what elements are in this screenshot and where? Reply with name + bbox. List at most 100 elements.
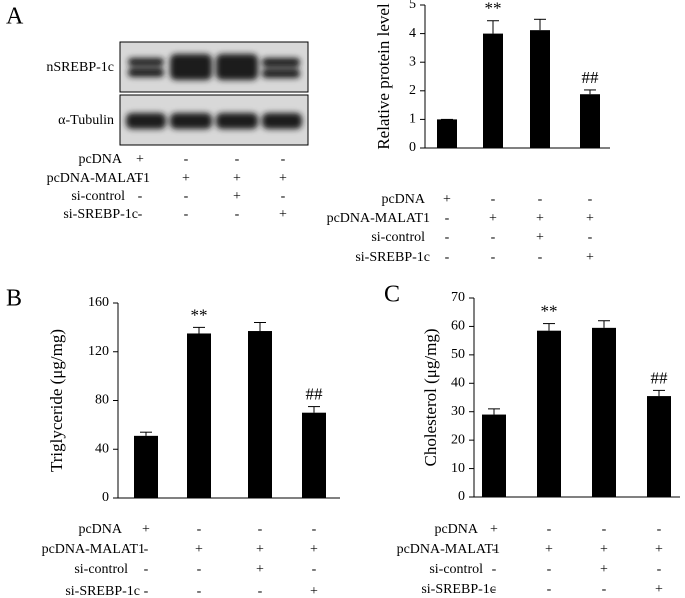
condition-sign: + (536, 230, 544, 245)
bands (128, 54, 300, 80)
condition-sign: - (184, 189, 189, 204)
condition-sign: - (492, 582, 497, 597)
y-axis-label: Cholesterol (μg/mg) (421, 328, 440, 466)
condition-sign: - (258, 584, 263, 598)
condition-sign: - (657, 522, 662, 537)
condition-sign: - (588, 192, 593, 207)
y-tick-label: 40 (451, 376, 465, 391)
annotation: ** (541, 301, 558, 320)
bar (537, 330, 561, 497)
y-tick-label: 0 (458, 489, 465, 504)
condition-sign: - (197, 522, 202, 537)
y-axis-label: Triglyceride (μg/mg) (47, 329, 66, 472)
condition-label: pcDNA (434, 522, 478, 537)
condition-sign: + (586, 250, 594, 265)
condition-sign: - (445, 211, 450, 226)
annotation: ## (306, 385, 324, 404)
condition-label: pcDNA (381, 192, 425, 207)
condition-sign: - (492, 562, 497, 577)
condition-sign: + (600, 562, 608, 577)
condition-sign: - (312, 562, 317, 577)
y-tick-label: 3 (409, 54, 416, 69)
condition-label: si-control (74, 562, 128, 577)
condition-sign: + (490, 522, 498, 537)
y-tick-label: 70 (451, 290, 465, 305)
y-tick-label: 10 (451, 461, 465, 476)
condition-sign: + (256, 542, 264, 557)
bar (302, 412, 326, 498)
condition-label: si-control (429, 562, 483, 577)
panel-label: C (384, 282, 400, 308)
condition-sign: - (547, 522, 552, 537)
condition-label: si-SREBP-1c (355, 250, 430, 265)
y-tick-label: 120 (88, 344, 109, 359)
condition-sign: + (310, 542, 318, 557)
condition-label: si-SREBP-1c (421, 582, 496, 597)
condition-sign: + (233, 171, 241, 186)
condition-sign: - (144, 542, 149, 557)
annotation: ## (651, 368, 669, 387)
condition-sign: - (235, 207, 240, 222)
blot-row-label: nSREBP-1c (46, 60, 114, 75)
bar (134, 435, 158, 498)
condition-sign: - (491, 250, 496, 265)
bands (126, 113, 302, 129)
condition-sign: - (281, 152, 286, 167)
condition-label: si-control (71, 189, 125, 204)
y-tick-label: 1 (409, 112, 416, 127)
condition-sign: + (136, 152, 144, 167)
condition-sign: - (144, 584, 149, 598)
panel-label: B (6, 286, 22, 312)
condition-sign: - (138, 171, 143, 186)
condition-sign: + (182, 171, 190, 186)
bar (592, 327, 616, 497)
y-tick-label: 20 (451, 432, 465, 447)
y-tick-label: 0 (102, 490, 109, 505)
condition-sign: - (445, 250, 450, 265)
annotation: ** (191, 305, 208, 324)
condition-sign: - (538, 250, 543, 265)
condition-label: si-SREBP-1c (63, 207, 138, 222)
condition-sign: + (256, 562, 264, 577)
y-tick-label: 50 (451, 347, 465, 362)
condition-sign: - (538, 192, 543, 207)
condition-sign: - (197, 584, 202, 598)
y-tick-label: 4 (409, 26, 416, 41)
condition-sign: + (586, 211, 594, 226)
condition-label: pcDNA-MALAT1 (47, 171, 150, 186)
condition-sign: + (600, 542, 608, 557)
y-tick-label: 0 (409, 140, 416, 155)
condition-sign: - (602, 522, 607, 537)
condition-label: pcDNA (78, 522, 122, 537)
condition-label: pcDNA-MALAT1 (397, 542, 500, 557)
bar (187, 333, 211, 498)
condition-sign: - (281, 189, 286, 204)
y-tick-label: 40 (95, 441, 109, 456)
condition-sign: + (489, 211, 497, 226)
condition-sign: - (235, 152, 240, 167)
condition-sign: + (655, 582, 663, 597)
condition-label: pcDNA-MALAT1 (327, 211, 430, 226)
y-tick-label: 160 (88, 295, 109, 310)
condition-sign: - (138, 207, 143, 222)
annotation: ## (582, 68, 600, 87)
condition-sign: - (445, 230, 450, 245)
annotation: ** (485, 0, 502, 18)
condition-sign: - (491, 192, 496, 207)
bar (483, 33, 503, 148)
y-axis-label: Relative protein level (374, 3, 393, 150)
condition-label: si-control (371, 230, 425, 245)
blot-row-label: α-Tubulin (58, 113, 114, 128)
bar (530, 30, 550, 148)
condition-sign: - (258, 522, 263, 537)
condition-sign: + (142, 522, 150, 537)
condition-sign: + (655, 542, 663, 557)
condition-sign: - (547, 582, 552, 597)
condition-sign: + (233, 189, 241, 204)
condition-label: si-SREBP-1c (65, 584, 140, 598)
condition-sign: - (184, 152, 189, 167)
condition-sign: - (602, 582, 607, 597)
condition-sign: - (491, 230, 496, 245)
condition-sign: - (588, 230, 593, 245)
bar (248, 331, 272, 498)
